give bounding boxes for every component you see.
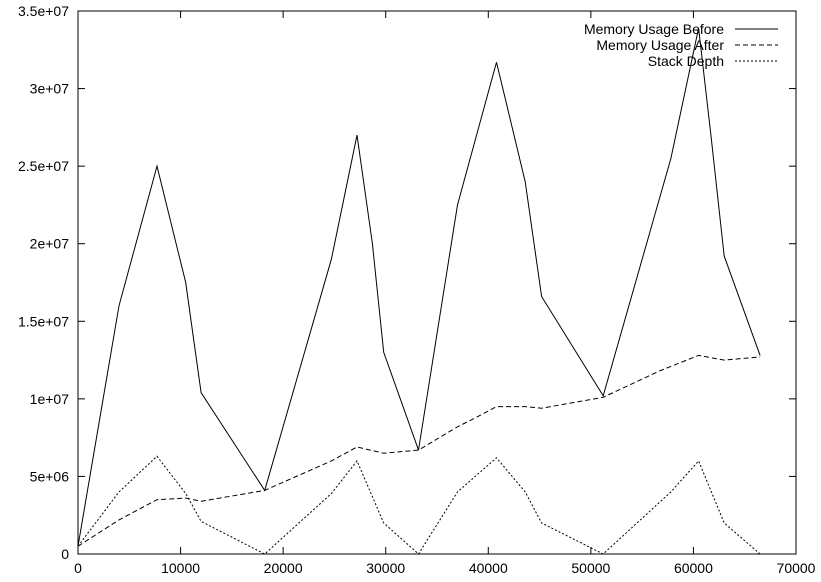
y-tick-label: 1e+07 [30, 391, 70, 407]
x-tick-label: 70000 [777, 560, 816, 576]
plot-frame [77, 10, 797, 555]
y-tick-label: 2.5e+07 [18, 158, 69, 174]
legend-label: Stack Depth [648, 53, 724, 69]
y-tick-label: 3e+07 [30, 81, 70, 97]
series-line-3 [77, 455, 761, 555]
axis-ticks: 0 10000 20000 30000 40000 50000 60000 70000 0 5e+… [18, 3, 816, 576]
legend-label: Memory Usage Before [584, 21, 724, 37]
series-line-2 [77, 354, 761, 547]
x-tick-label: 40000 [469, 560, 508, 576]
y-tick-label: 5e+06 [30, 468, 70, 484]
y-tick-label: 0 [61, 546, 69, 562]
series-lines [77, 27, 761, 555]
y-tick-label: 2e+07 [30, 236, 70, 252]
y-tick-label: 3.5e+07 [18, 3, 69, 19]
x-tick-label: 30000 [366, 560, 405, 576]
x-tick-label: 60000 [674, 560, 713, 576]
legend-label: Memory Usage After [596, 37, 724, 53]
x-tick-label: 20000 [264, 560, 303, 576]
x-tick-label: 10000 [161, 560, 200, 576]
series-line-1 [77, 27, 761, 547]
x-tick-label: 50000 [571, 560, 610, 576]
x-tick-label: 0 [74, 560, 82, 576]
y-tick-label: 1.5e+07 [18, 313, 69, 329]
